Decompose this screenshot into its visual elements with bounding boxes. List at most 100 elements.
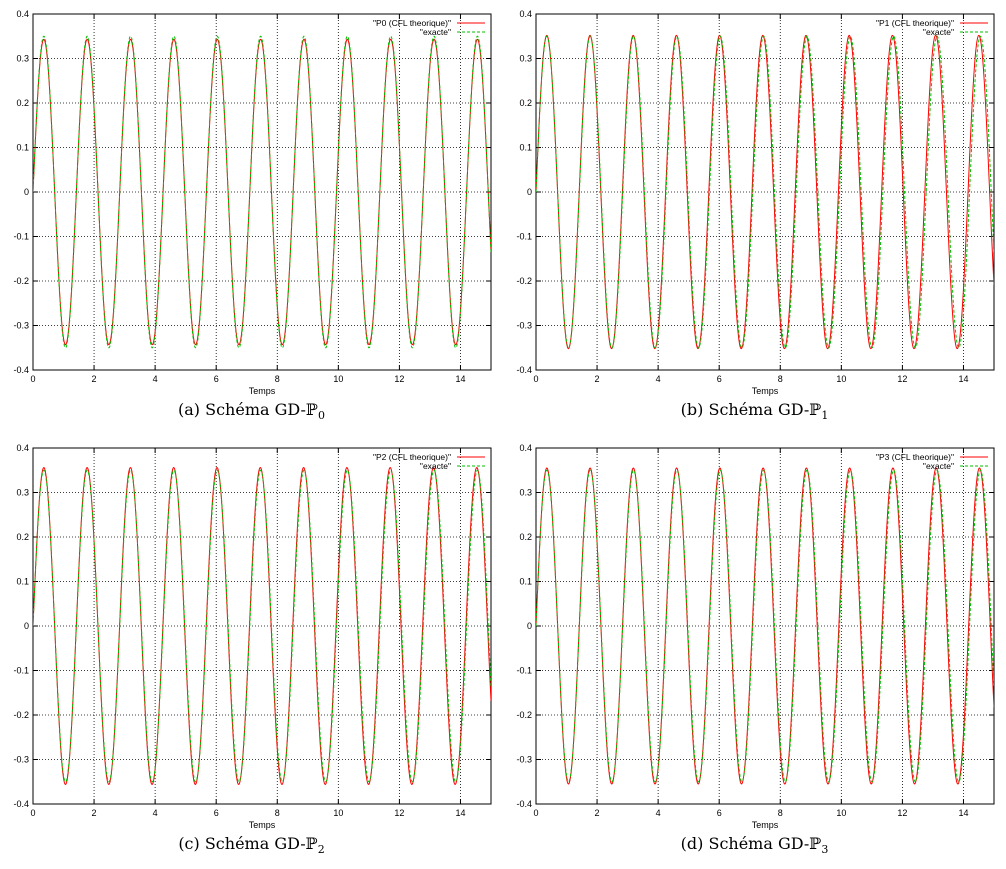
x-tick-label: 14 <box>958 374 968 384</box>
legend-label: "exacte" <box>420 27 451 37</box>
legend-label: "P3 (CFL theorique)" <box>876 452 954 462</box>
y-tick-label: 0.4 <box>519 443 532 453</box>
caption-subscript: 2 <box>317 843 325 856</box>
x-tick-label: 10 <box>333 808 343 818</box>
legend-label: "exacte" <box>420 461 451 471</box>
chart-caption-d: (d) Schéma GD-ℙ3 <box>503 834 1006 856</box>
caption-subscript: 1 <box>821 409 829 422</box>
series-group <box>536 34 994 350</box>
x-tick-label: 4 <box>153 808 158 818</box>
legend-label: "exacte" <box>923 27 954 37</box>
chart-panel-d: -0.4 -0.3 -0.2 -0.1 0 0.1 0.2 0.3 0.4 0 2 4 6 8 10 12 14… <box>503 434 1006 868</box>
legend-label: "exacte" <box>923 461 954 471</box>
series-line-1 <box>33 469 491 783</box>
y-tick-label: -0.2 <box>13 276 29 286</box>
x-tick-label: 10 <box>836 808 846 818</box>
y-tick-label: 0.1 <box>16 143 29 153</box>
chart-caption-a: (a) Schéma GD-ℙ0 <box>0 400 503 422</box>
x-tick-label: 0 <box>30 808 35 818</box>
caption-text: (a) Schéma GD-ℙ <box>178 400 318 419</box>
x-tick-label: 14 <box>455 374 465 384</box>
x-tick-label: 2 <box>92 808 97 818</box>
series-line-1 <box>536 35 994 349</box>
x-tick-label: 8 <box>275 808 280 818</box>
x-axis-label: Temps <box>752 386 779 396</box>
chart-svg-c: -0.4 -0.3 -0.2 -0.1 0 0.1 0.2 0.3 0.4 0 2 4 6 8 10 12 14… <box>13 443 492 830</box>
x-tick-label: 10 <box>836 374 846 384</box>
series-group <box>33 467 491 785</box>
x-tick-label: 4 <box>656 808 661 818</box>
y-tick-label: 0.3 <box>16 488 29 498</box>
y-tick-label: -0.3 <box>516 321 532 331</box>
y-tick-label: 0.4 <box>519 9 532 19</box>
x-tick-label: 6 <box>717 374 722 384</box>
x-tick-label: 4 <box>656 374 661 384</box>
legend-label: "P0 (CFL theorique)" <box>373 18 451 28</box>
y-tick-label: -0.1 <box>13 666 29 676</box>
y-tick-label: 0.1 <box>519 143 532 153</box>
x-tick-label: 14 <box>455 808 465 818</box>
caption-subscript: 0 <box>317 409 325 422</box>
series-line-1 <box>33 35 491 349</box>
y-tick-label: -0.2 <box>13 710 29 720</box>
caption-text: (b) Schéma GD-ℙ <box>680 400 822 419</box>
x-tick-label: 8 <box>778 808 783 818</box>
series-group <box>536 467 994 785</box>
legend-label: "P1 (CFL theorique)" <box>876 18 954 28</box>
chart-svg-b: -0.4 -0.3 -0.2 -0.1 0 0.1 0.2 0.3 0.4 0 2 4 6 8 10 12 14… <box>516 9 995 396</box>
y-tick-label: 0.2 <box>519 98 532 108</box>
y-tick-label: -0.1 <box>516 232 532 242</box>
x-tick-label: 6 <box>717 808 722 818</box>
y-tick-label: -0.3 <box>13 321 29 331</box>
x-tick-label: 10 <box>333 374 343 384</box>
y-tick-label: 0 <box>527 187 532 197</box>
legend-label: "P2 (CFL theorique)" <box>373 452 451 462</box>
x-tick-label: 8 <box>275 374 280 384</box>
y-tick-label: -0.3 <box>516 755 532 765</box>
x-tick-label: 0 <box>533 808 538 818</box>
x-tick-label: 12 <box>897 374 907 384</box>
chart-panel-a: -0.4 -0.3 -0.2 -0.1 0 0.1 0.2 0.3 0.4 0 2 4 6 8 10 12 14… <box>0 0 503 434</box>
chart-caption-b: (b) Schéma GD-ℙ1 <box>503 400 1006 422</box>
y-tick-label: 0.1 <box>519 577 532 587</box>
y-tick-label: 0.4 <box>16 9 29 19</box>
y-tick-label: -0.3 <box>13 755 29 765</box>
chart-panel-c: -0.4 -0.3 -0.2 -0.1 0 0.1 0.2 0.3 0.4 0 2 4 6 8 10 12 14… <box>0 434 503 868</box>
caption-text: (d) Schéma GD-ℙ <box>680 834 822 853</box>
y-tick-label: 0.3 <box>519 488 532 498</box>
chart-svg-a: -0.4 -0.3 -0.2 -0.1 0 0.1 0.2 0.3 0.4 0 2 4 6 8 10 12 14… <box>13 9 492 396</box>
chart-panel-b: -0.4 -0.3 -0.2 -0.1 0 0.1 0.2 0.3 0.4 0 2 4 6 8 10 12 14… <box>503 0 1006 434</box>
x-tick-label: 2 <box>595 374 600 384</box>
y-tick-label: -0.2 <box>516 710 532 720</box>
series-group <box>33 35 491 349</box>
x-axis-label: Temps <box>249 386 276 396</box>
series-line-0 <box>33 467 491 785</box>
y-tick-label: 0.2 <box>16 532 29 542</box>
y-tick-label: -0.4 <box>13 799 29 809</box>
x-tick-label: 6 <box>214 808 219 818</box>
x-axis-label: Temps <box>752 820 779 830</box>
x-tick-label: 12 <box>897 808 907 818</box>
chart-svg-d: -0.4 -0.3 -0.2 -0.1 0 0.1 0.2 0.3 0.4 0 2 4 6 8 10 12 14… <box>516 443 995 830</box>
series-line-0 <box>33 38 491 346</box>
y-tick-label: 0 <box>24 621 29 631</box>
y-tick-label: 0 <box>527 621 532 631</box>
y-tick-label: -0.1 <box>516 666 532 676</box>
x-axis-label: Temps <box>249 820 276 830</box>
chart-caption-c: (c) Schéma GD-ℙ2 <box>0 834 503 856</box>
x-tick-label: 14 <box>958 808 968 818</box>
x-tick-label: 8 <box>778 374 783 384</box>
series-line-1 <box>536 469 994 783</box>
y-tick-label: 0.3 <box>519 54 532 64</box>
y-tick-label: -0.4 <box>516 365 532 375</box>
y-tick-label: -0.2 <box>516 276 532 286</box>
x-tick-label: 12 <box>394 374 404 384</box>
x-tick-label: 0 <box>30 374 35 384</box>
x-tick-label: 2 <box>92 374 97 384</box>
caption-subscript: 3 <box>821 843 829 856</box>
y-tick-label: 0.1 <box>16 577 29 587</box>
y-tick-label: -0.4 <box>516 799 532 809</box>
y-tick-label: 0.2 <box>16 98 29 108</box>
x-tick-label: 0 <box>533 374 538 384</box>
y-tick-label: 0.2 <box>519 532 532 542</box>
